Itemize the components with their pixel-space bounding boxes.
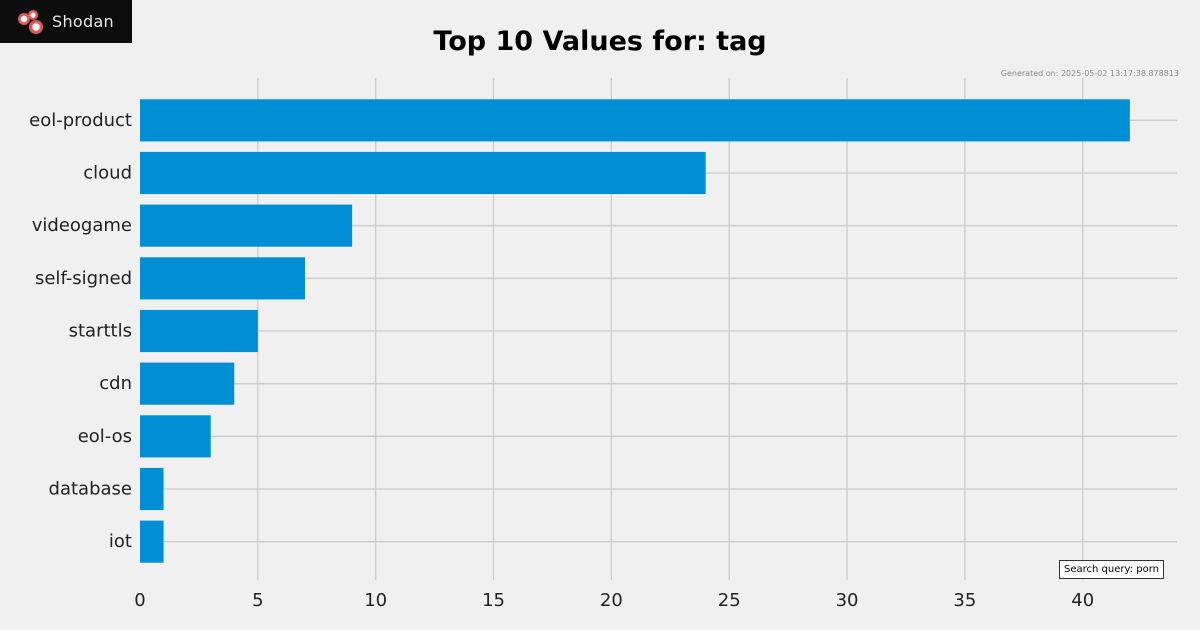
- brand-name: Shodan: [52, 12, 114, 31]
- y-tick-label: iot: [109, 531, 132, 552]
- bar-videogame: [140, 204, 353, 247]
- x-tick-label: 25: [718, 590, 741, 611]
- chart-title: Top 10 Values for: tag: [433, 26, 767, 57]
- y-tick-label: cdn: [99, 373, 132, 394]
- x-tick-label: 30: [836, 590, 859, 611]
- y-tick-label: starttls: [69, 321, 132, 342]
- search-query-label: Search query: porn: [1059, 560, 1164, 579]
- x-tick-label: 15: [482, 590, 505, 611]
- bar-cdn: [140, 362, 235, 405]
- x-tick-label: 0: [134, 590, 145, 611]
- bar-eol-os: [140, 415, 211, 458]
- y-tick-label: eol-os: [78, 426, 132, 447]
- shodan-logo-icon: [18, 9, 43, 34]
- bar-cloud: [140, 151, 706, 195]
- x-tick-label: 20: [600, 590, 623, 611]
- bar-starttls: [140, 309, 258, 353]
- bar-iot: [140, 520, 164, 563]
- y-tick-label: self-signed: [35, 268, 132, 289]
- x-tick-label: 35: [953, 590, 976, 611]
- y-tick-label: eol-product: [29, 110, 132, 131]
- bar-database: [140, 467, 164, 511]
- x-tick-label: 40: [1071, 590, 1094, 611]
- shodan-logo[interactable]: Shodan: [0, 0, 132, 43]
- x-tick-label: 5: [252, 590, 263, 611]
- y-tick-label: videogame: [32, 215, 132, 236]
- x-tick-label: 10: [364, 590, 387, 611]
- generated-timestamp: Generated on: 2025-05-02 13:17:38.878813: [1000, 69, 1179, 78]
- y-tick-label: cloud: [83, 163, 132, 184]
- bar-eol-product: [140, 99, 1130, 142]
- y-tick-label: database: [49, 479, 132, 500]
- bar-self-signed: [140, 257, 305, 300]
